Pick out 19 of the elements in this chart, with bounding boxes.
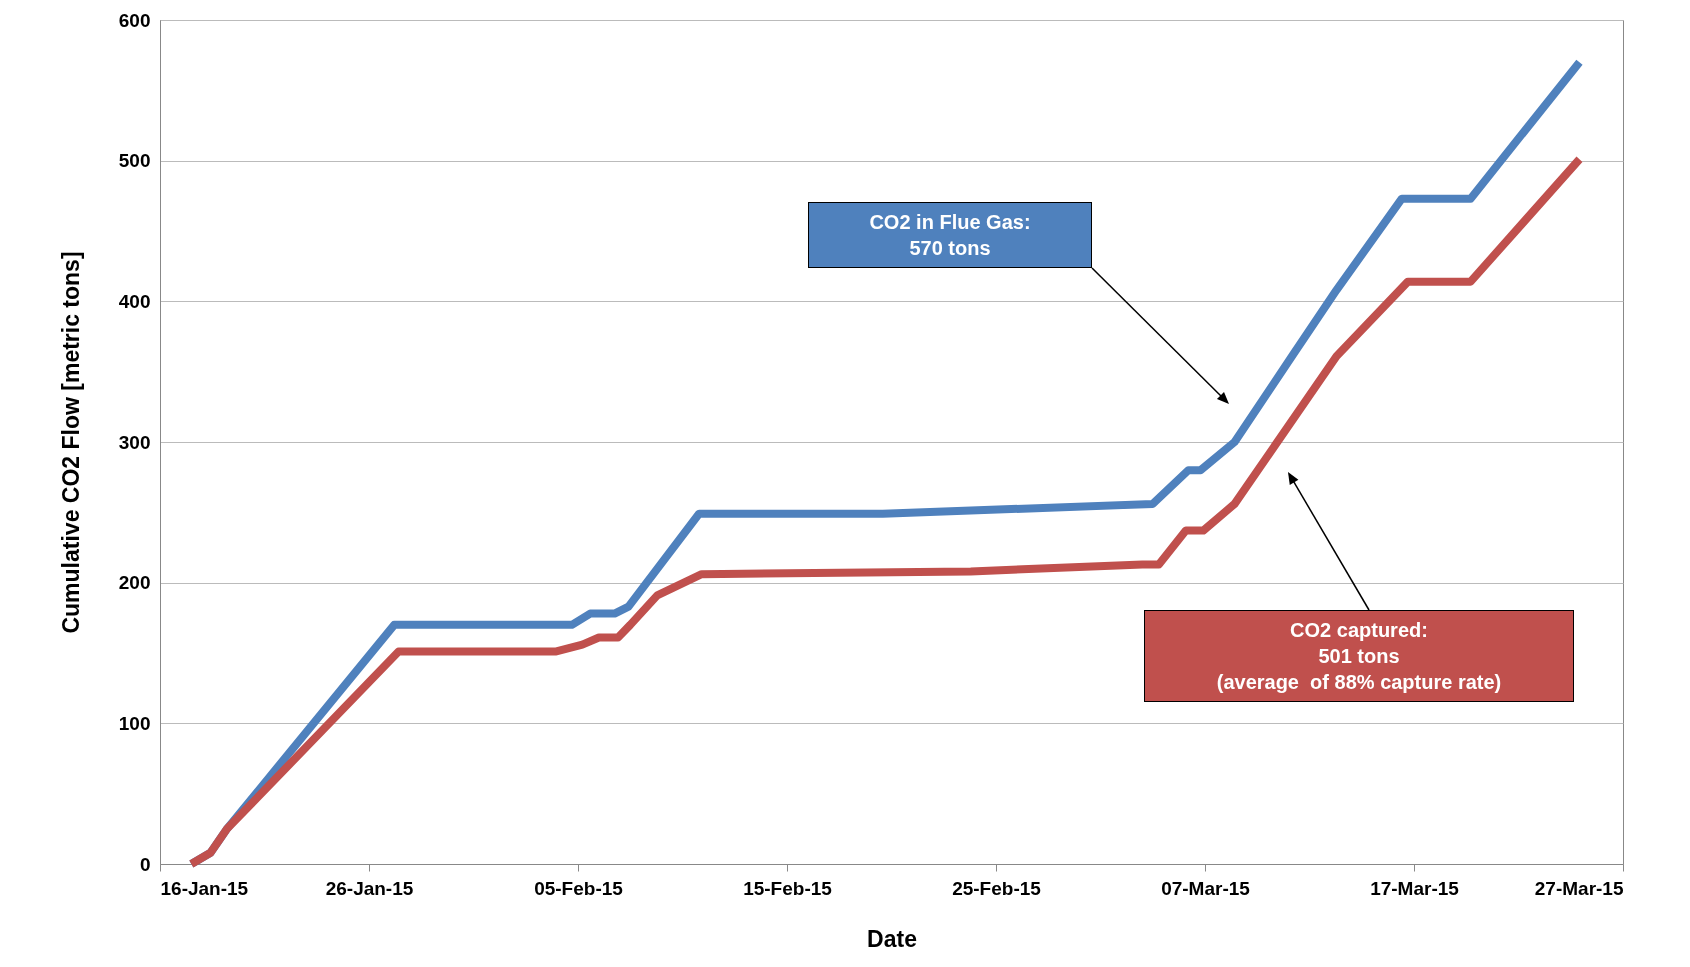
y-axis-title: Cumulative CO2 Flow [metric tons]: [57, 251, 84, 634]
y-tick-label: 500: [118, 150, 151, 172]
y-tick-label: 200: [118, 572, 151, 594]
callout-box: CO2 in Flue Gas: 570 tons: [808, 202, 1092, 268]
callout-box: CO2 captured: 501 tons (average of 88% capture rate): [1144, 610, 1574, 702]
y-tick-label: 400: [118, 290, 151, 312]
x-axis-title: Date: [867, 925, 917, 952]
x-tick-label: 07-Mar-15: [1161, 877, 1251, 899]
x-tick-label: 15-Feb-15: [743, 877, 833, 899]
y-tick-label: 600: [118, 9, 151, 31]
x-tick-label: 17-Mar-15: [1370, 877, 1460, 899]
x-tick-label: 25-Feb-15: [952, 877, 1042, 899]
y-tick-label: 300: [118, 431, 151, 453]
y-tick-label: 0: [139, 853, 151, 875]
x-tick-label: 05-Feb-15: [534, 877, 624, 899]
x-tick-label: 16-Jan-15: [160, 877, 249, 899]
x-tick-label: 26-Jan-15: [325, 877, 414, 899]
x-tick-label: 27-Mar-15: [1534, 877, 1624, 899]
y-tick-label: 100: [118, 712, 151, 734]
